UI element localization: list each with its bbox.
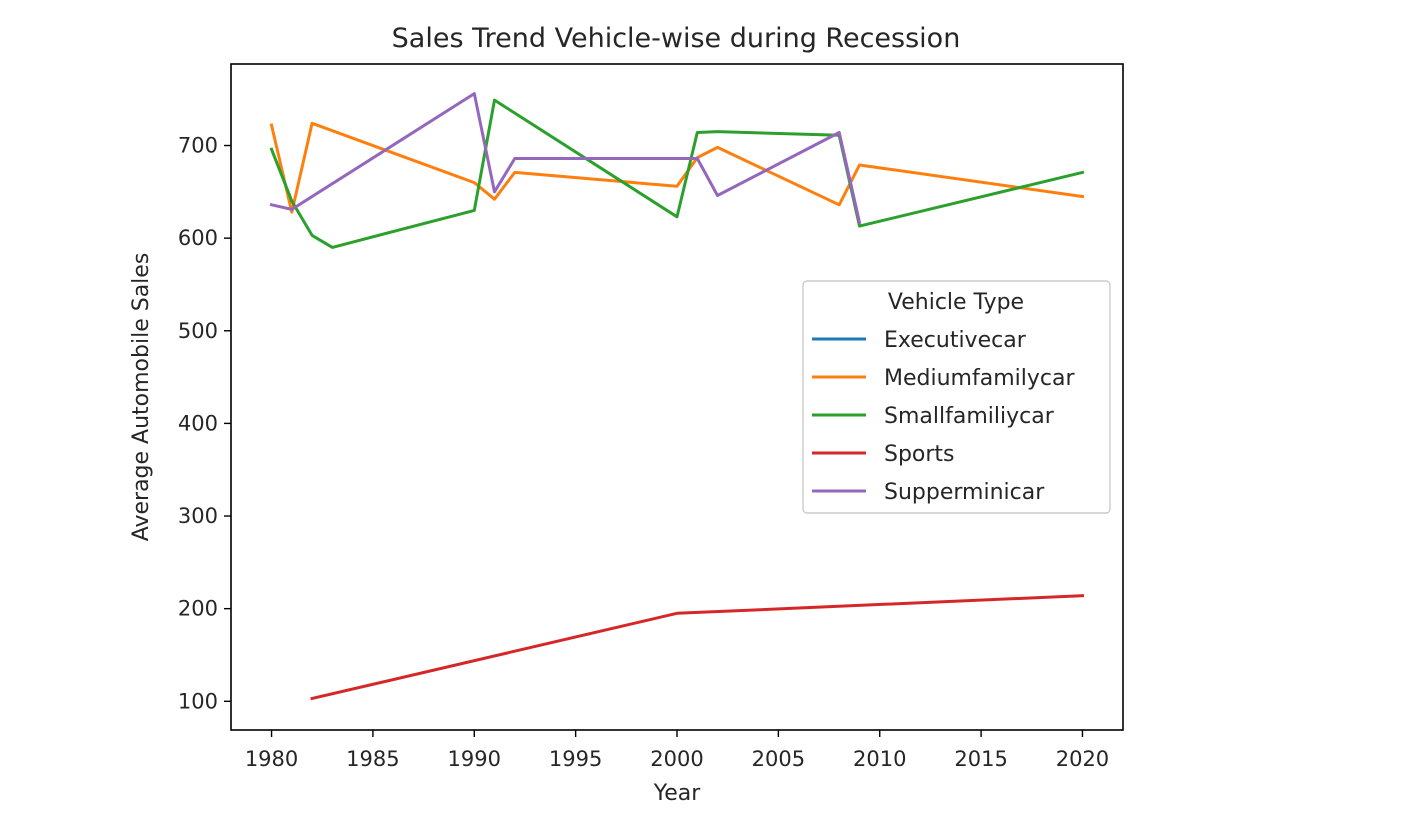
x-tick-label: 1980 <box>245 747 298 771</box>
y-tick-label: 300 <box>178 504 218 528</box>
legend-entries: Executivecar Mediumfamilycar Smallfamiliyc… <box>812 328 1075 505</box>
y-tick-label: 200 <box>178 597 218 621</box>
series-line-mediumfamilycar <box>269 121 1085 214</box>
x-tick-label: 2020 <box>1056 747 1109 771</box>
series-line-supperminicar <box>269 92 862 225</box>
y-tick-label: 500 <box>178 319 218 343</box>
chart-title: Sales Trend Vehicle-wise during Recessio… <box>392 23 961 54</box>
legend-label-mediumfamilycar: Mediumfamilycar <box>884 366 1075 391</box>
legend-label-supperminicar: Supperminicar <box>884 480 1045 505</box>
x-tick-label: 1985 <box>346 747 399 771</box>
x-tick-label: 2015 <box>954 747 1007 771</box>
legend: Vehicle Type Executivecar Mediumfamilycar… <box>802 280 1111 514</box>
x-axis-title: Year <box>653 781 702 806</box>
series-line-smallfamiliycar <box>269 98 1085 249</box>
x-tick-label: 2010 <box>853 747 906 771</box>
x-tick-label: 1995 <box>549 747 602 771</box>
y-axis-title: Average Automobile Sales <box>129 253 154 542</box>
legend-label-sports: Sports <box>884 442 955 467</box>
legend-label-executivecar: Executivecar <box>884 328 1027 353</box>
legend-title: Vehicle Type <box>888 290 1024 315</box>
series-line-sports <box>310 594 1085 701</box>
y-tick-label: 100 <box>178 689 218 713</box>
x-tick-label: 2000 <box>650 747 703 771</box>
legend-box <box>802 280 1111 514</box>
x-axis: 1980 1985 1990 1995 2000 2005 2010 2015 2020 <box>245 730 1109 771</box>
x-tick-label: 2005 <box>752 747 805 771</box>
y-axis: 100 200 300 400 500 600 700 <box>178 134 231 713</box>
series-layer <box>269 92 1085 701</box>
y-tick-label: 700 <box>178 134 218 158</box>
y-tick-label: 400 <box>178 411 218 435</box>
legend-label-smallfamiliycar: Smallfamiliycar <box>884 404 1055 429</box>
x-tick-label: 1990 <box>448 747 501 771</box>
y-tick-label: 600 <box>178 226 218 250</box>
